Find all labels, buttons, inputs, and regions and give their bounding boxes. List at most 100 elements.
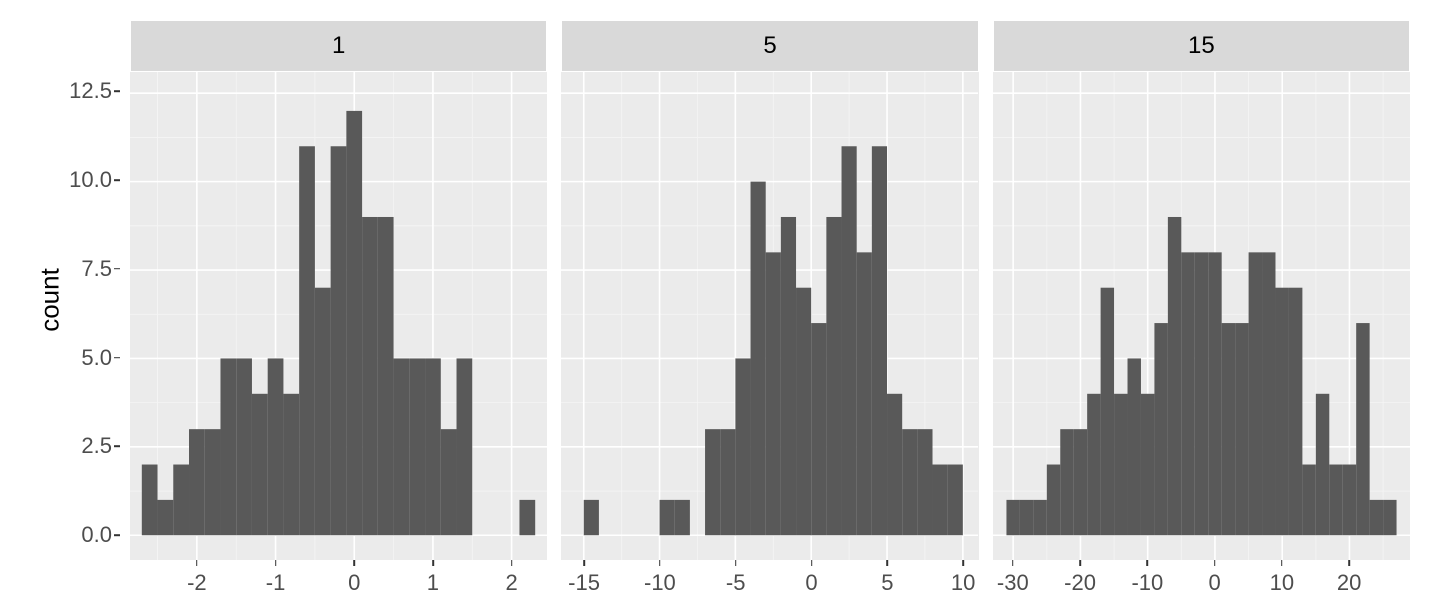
x-tick-label: 0 xyxy=(1208,570,1220,596)
x-tick-label: -30 xyxy=(997,570,1029,596)
histogram-bar xyxy=(887,394,902,535)
histogram-bar xyxy=(1194,252,1207,535)
histogram-bar xyxy=(872,146,887,535)
faceted-histogram-figure: count 0.02.55.07.510.012.5 1-2-10125-15-… xyxy=(0,0,1440,600)
histogram-bar xyxy=(1046,465,1059,536)
histogram-bar xyxy=(660,500,675,535)
panels-row: 1-2-10125-15-10-5051015-30-20-1001020 xyxy=(130,20,1410,560)
histogram-bar xyxy=(142,465,158,536)
facet-strip-label: 1 xyxy=(130,20,547,72)
histogram-svg xyxy=(993,72,1410,560)
histogram-bar xyxy=(1181,252,1194,535)
y-tick-label: 2.5 xyxy=(81,433,112,459)
facet-strip-label: 15 xyxy=(993,20,1410,72)
histogram-bar xyxy=(1275,288,1288,536)
histogram-bar xyxy=(584,500,599,535)
facet-strip-label: 5 xyxy=(561,20,978,72)
histogram-bar xyxy=(283,394,299,535)
x-axis: -30-20-1001020 xyxy=(993,560,1410,600)
histogram-bar xyxy=(441,429,457,535)
x-tick-label: -2 xyxy=(187,570,207,596)
y-tick-label: 7.5 xyxy=(81,256,112,282)
histogram-svg xyxy=(561,72,978,560)
facet-panel: 1-2-1012 xyxy=(130,20,547,560)
histogram-bar xyxy=(425,358,441,535)
histogram-bar xyxy=(1006,500,1019,535)
histogram-bar xyxy=(1383,500,1396,535)
x-tick-label: -5 xyxy=(726,570,746,596)
histogram-bar xyxy=(857,252,872,535)
histogram-bar xyxy=(1073,429,1086,535)
histogram-bar xyxy=(1302,465,1315,536)
histogram-bar xyxy=(705,429,720,535)
histogram-bar xyxy=(751,182,766,536)
x-tick-label: 0 xyxy=(348,570,360,596)
facet-panel: 5-15-10-50510 xyxy=(561,20,978,560)
histogram-bar xyxy=(736,358,751,535)
histogram-bar xyxy=(1235,323,1248,535)
x-tick-label: -10 xyxy=(644,570,676,596)
histogram-bar xyxy=(948,465,963,536)
histogram-bar xyxy=(394,358,410,535)
histogram-bar xyxy=(519,500,535,535)
histogram-bar xyxy=(268,358,284,535)
histogram-bar xyxy=(1221,323,1234,535)
histogram-bar xyxy=(346,111,362,535)
y-tick-label: 0.0 xyxy=(81,522,112,548)
x-tick-label: -20 xyxy=(1064,570,1096,596)
y-tick-label: 10.0 xyxy=(69,167,112,193)
histogram-bar xyxy=(220,358,236,535)
histogram-bar xyxy=(827,217,842,535)
histogram-bar xyxy=(205,429,221,535)
histogram-bar xyxy=(1033,500,1046,535)
histogram-bar xyxy=(1208,252,1221,535)
histogram-bar xyxy=(1060,429,1073,535)
histogram-bar xyxy=(781,217,796,535)
x-tick-label: 0 xyxy=(805,570,817,596)
histogram-bar xyxy=(842,146,857,535)
histogram-bar xyxy=(1342,465,1355,536)
histogram-bar xyxy=(158,500,174,535)
histogram-bar xyxy=(1087,394,1100,535)
histogram-bar xyxy=(933,465,948,536)
x-tick-label: -15 xyxy=(568,570,600,596)
x-tick-label: 1 xyxy=(427,570,439,596)
histogram-bar xyxy=(189,429,205,535)
y-tick-label: 5.0 xyxy=(81,345,112,371)
histogram-svg xyxy=(130,72,547,560)
histogram-bar xyxy=(409,358,425,535)
histogram-bar xyxy=(1248,252,1261,535)
histogram-bar xyxy=(796,288,811,536)
x-axis: -2-1012 xyxy=(130,560,547,600)
histogram-bar xyxy=(1154,323,1167,535)
histogram-bar xyxy=(331,146,347,535)
x-axis: -15-10-50510 xyxy=(561,560,978,600)
histogram-bar xyxy=(236,358,252,535)
histogram-bar xyxy=(1329,465,1342,536)
facet-panel: 15-30-20-1001020 xyxy=(993,20,1410,560)
histogram-bar xyxy=(1100,288,1113,536)
histogram-bar xyxy=(1114,394,1127,535)
histogram-bar xyxy=(315,288,331,536)
histogram-bar xyxy=(918,429,933,535)
histogram-bar xyxy=(362,217,378,535)
histogram-bar xyxy=(1289,288,1302,536)
histogram-bar xyxy=(903,429,918,535)
histogram-bar xyxy=(299,146,315,535)
histogram-bar xyxy=(457,358,473,535)
histogram-bar xyxy=(378,217,394,535)
y-tick-label: 12.5 xyxy=(69,78,112,104)
y-axis-ticks: 0.0 2.5 5.0 7.5 10.0 12.5 xyxy=(60,70,120,560)
histogram-bar xyxy=(766,252,781,535)
plot-area: -30-20-1001020 xyxy=(993,72,1410,560)
histogram-bar xyxy=(1315,394,1328,535)
histogram-bar xyxy=(1127,358,1140,535)
histogram-bar xyxy=(721,429,736,535)
plot-area: -15-10-50510 xyxy=(561,72,978,560)
x-tick-label: 5 xyxy=(881,570,893,596)
histogram-bar xyxy=(1168,217,1181,535)
histogram-bar xyxy=(675,500,690,535)
histogram-bar xyxy=(1369,500,1382,535)
histogram-bar xyxy=(252,394,268,535)
x-tick-label: -1 xyxy=(266,570,286,596)
